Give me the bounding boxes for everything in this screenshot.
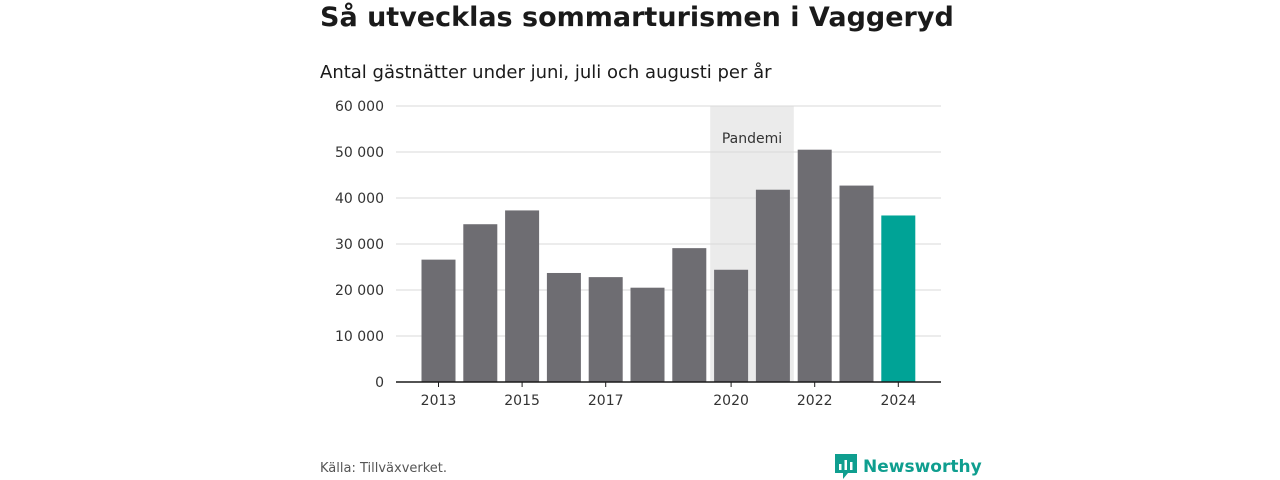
newsworthy-logo-icon: [835, 454, 857, 479]
bar-2018: [630, 287, 665, 382]
source-note: Källa: Tillväxverket.: [320, 461, 448, 476]
bar-2015: [505, 210, 540, 382]
x-tick-label: 2017: [588, 393, 624, 409]
bar-2017: [588, 277, 623, 382]
y-tick-label: 10 000: [335, 329, 384, 345]
bar-2016: [546, 272, 581, 382]
bar-chart: Pandemi 0 10 000 20 000 30 000 40 000 50 000 60…: [335, 99, 941, 409]
bar-2020: [714, 269, 749, 382]
bar-2019: [672, 248, 707, 382]
x-tick-label: 2022: [797, 393, 833, 409]
y-tick-label: 20 000: [335, 283, 384, 299]
chart-title: Så utvecklas sommarturismen i Vaggeryd: [320, 2, 954, 33]
newsworthy-logo-text: Newsworthy: [863, 457, 982, 477]
y-tick-label: 50 000: [335, 145, 384, 161]
annotation-label: Pandemi: [722, 131, 782, 147]
bar-2024: [881, 215, 916, 382]
bar-2021: [755, 189, 790, 382]
x-tick-label: 2020: [713, 393, 749, 409]
bar-2013: [421, 259, 456, 382]
x-tick-label: 2024: [880, 393, 916, 409]
bar-2014: [463, 224, 498, 382]
y-tick-label: 30 000: [335, 237, 384, 253]
newsworthy-logo: Newsworthy: [835, 454, 982, 480]
y-tick-label: 60 000: [335, 99, 384, 115]
bar-2022: [797, 149, 832, 382]
y-tick-label: 40 000: [335, 191, 384, 207]
y-tick-label: 0: [375, 375, 384, 391]
x-tick-label: 2013: [421, 393, 457, 409]
x-tick-label: 2015: [504, 393, 540, 409]
bar-2023: [839, 185, 874, 382]
chart-subtitle: Antal gästnätter under juni, juli och au…: [320, 62, 772, 83]
